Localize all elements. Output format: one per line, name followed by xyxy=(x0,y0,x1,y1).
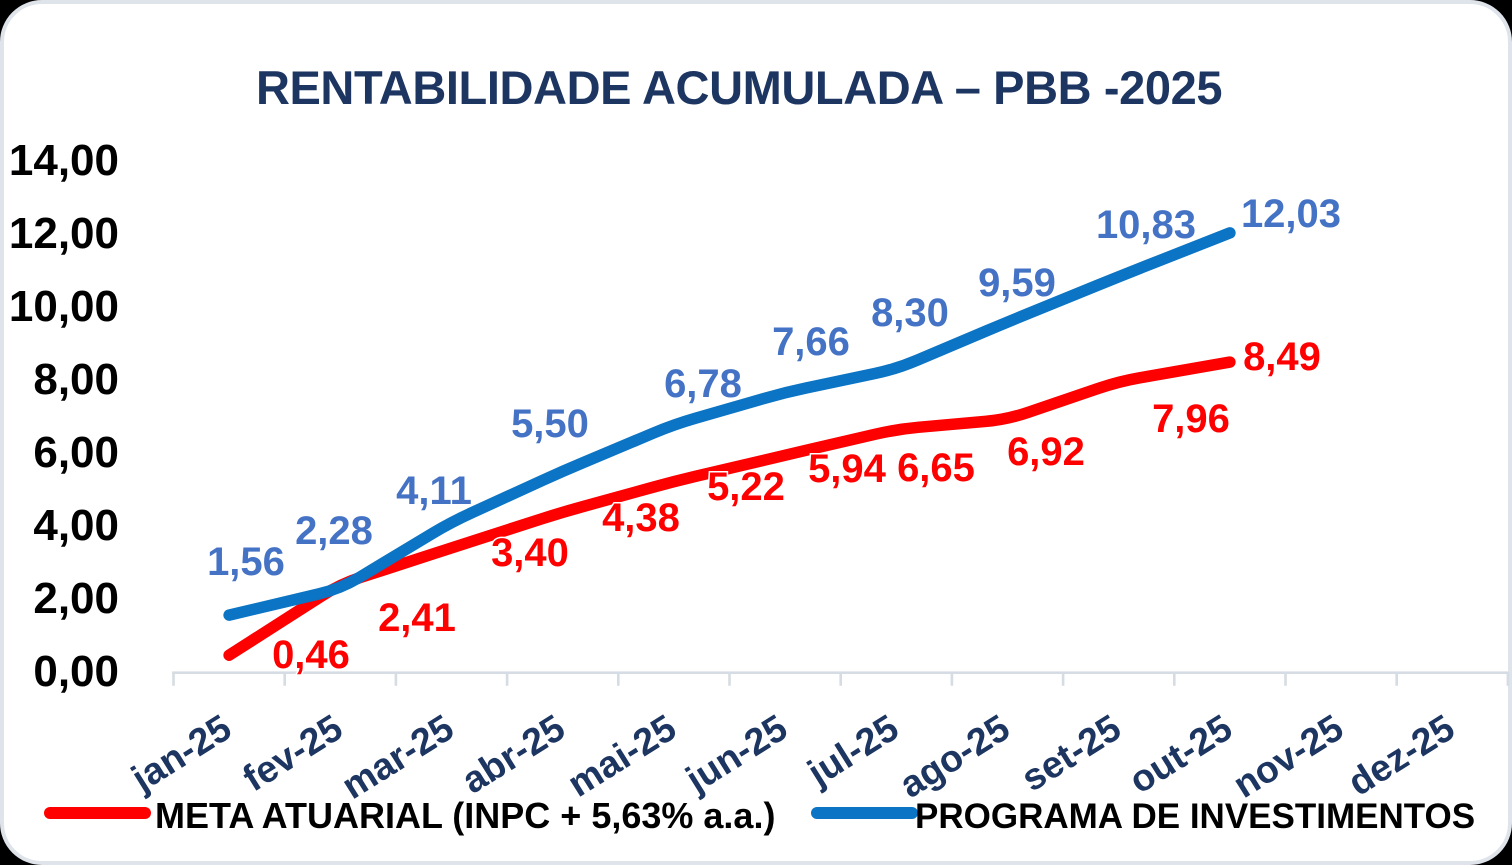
svg-text:0,00: 0,00 xyxy=(33,647,119,696)
svg-text:4,11: 4,11 xyxy=(396,469,472,513)
svg-text:2,41: 2,41 xyxy=(378,596,456,640)
svg-text:6,00: 6,00 xyxy=(33,428,119,477)
svg-text:12,00: 12,00 xyxy=(9,209,119,258)
svg-text:12,03: 12,03 xyxy=(1241,192,1341,236)
svg-text:5,22: 5,22 xyxy=(707,465,785,509)
svg-text:RENTABILIDADE ACUMULADA – PBB: RENTABILIDADE ACUMULADA – PBB -2025 xyxy=(256,61,1222,114)
svg-text:4,38: 4,38 xyxy=(602,496,680,540)
svg-text:1,56: 1,56 xyxy=(207,540,285,584)
svg-text:PROGRAMA DE INVESTIMENTOS: PROGRAMA DE INVESTIMENTOS xyxy=(915,797,1475,836)
svg-text:6,92: 6,92 xyxy=(1007,430,1085,474)
svg-text:2,00: 2,00 xyxy=(33,574,119,623)
svg-text:14,00: 14,00 xyxy=(9,136,119,185)
svg-text:META ATUARIAL (INPC + 5,63% a.: META ATUARIAL (INPC + 5,63% a.a.) xyxy=(155,795,775,836)
svg-text:9,59: 9,59 xyxy=(978,261,1056,305)
svg-text:5,50: 5,50 xyxy=(511,402,589,446)
svg-text:2,28: 2,28 xyxy=(295,509,373,553)
svg-text:3,40: 3,40 xyxy=(491,531,569,575)
svg-text:8,00: 8,00 xyxy=(33,355,119,404)
svg-text:6,78: 6,78 xyxy=(664,362,742,406)
svg-text:4,00: 4,00 xyxy=(33,501,119,550)
svg-text:0,46: 0,46 xyxy=(272,633,350,677)
svg-text:7,66: 7,66 xyxy=(772,320,850,364)
svg-text:8,30: 8,30 xyxy=(871,291,949,335)
svg-text:8,49: 8,49 xyxy=(1243,335,1321,379)
svg-text:7,96: 7,96 xyxy=(1152,397,1230,441)
svg-text:5,94: 5,94 xyxy=(808,447,887,491)
svg-text:10,00: 10,00 xyxy=(9,282,119,331)
svg-text:10,83: 10,83 xyxy=(1096,203,1196,247)
svg-text:6,65: 6,65 xyxy=(897,446,975,490)
